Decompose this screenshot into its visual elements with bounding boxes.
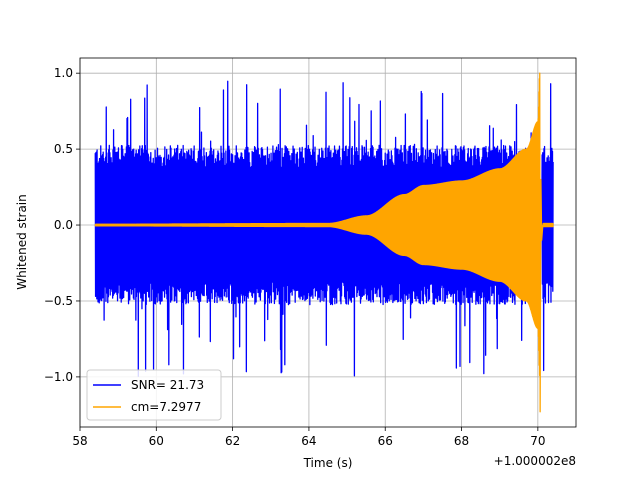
y-tick-label: −0.5 bbox=[44, 294, 73, 308]
y-tick-label: −1.0 bbox=[44, 370, 73, 384]
y-axis-ticks: −1.0 −0.5 0.0 0.5 1.0 bbox=[44, 66, 80, 384]
x-tick-label: 70 bbox=[530, 434, 545, 448]
y-axis-label: Whitened strain bbox=[15, 194, 29, 290]
x-axis-ticks: 58 60 62 64 66 68 70 bbox=[72, 427, 545, 448]
x-tick-label: 62 bbox=[225, 434, 240, 448]
x-tick-label: 58 bbox=[72, 434, 87, 448]
legend: SNR= 21.73 cm=7.2977 bbox=[86, 369, 222, 421]
series-line-snr bbox=[94, 80, 554, 377]
legend-label-template: cm=7.2977 bbox=[131, 400, 201, 414]
series-line-template bbox=[94, 72, 554, 413]
y-tick-label: 0.5 bbox=[54, 142, 73, 156]
axes-frame bbox=[79, 57, 577, 428]
x-tick-label: 60 bbox=[149, 434, 164, 448]
y-tick-label: 0.0 bbox=[54, 218, 73, 232]
legend-label-snr: SNR= 21.73 bbox=[131, 378, 204, 392]
x-tick-label: 68 bbox=[454, 434, 469, 448]
x-tick-label: 66 bbox=[378, 434, 393, 448]
x-axis-offset-label: +1.000002e8 bbox=[494, 454, 576, 468]
x-tick-label: 64 bbox=[301, 434, 316, 448]
y-tick-label: 1.0 bbox=[54, 66, 73, 80]
plot-area bbox=[94, 72, 554, 413]
x-axis-label: Time (s) bbox=[303, 456, 353, 470]
